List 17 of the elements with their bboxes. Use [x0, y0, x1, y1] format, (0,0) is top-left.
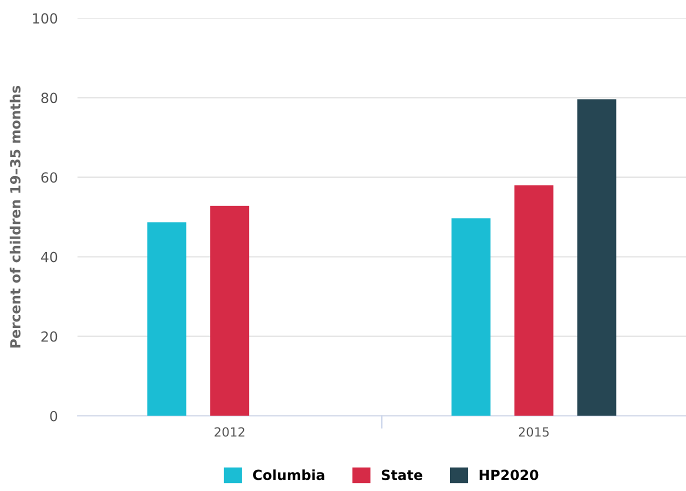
legend-label: Columbia	[253, 469, 324, 480]
x-tick-label: 2012	[214, 427, 244, 437]
legend-label: HP2020	[480, 470, 538, 480]
bar	[577, 99, 616, 416]
y-tick-label: 40	[41, 252, 58, 262]
y-tick-label: 80	[41, 92, 58, 104]
y-tick-label: 60	[41, 172, 58, 183]
bar	[210, 206, 250, 416]
legend-label: State	[382, 470, 422, 480]
y-axis-title: Percent of children 19–35 months	[10, 86, 21, 348]
bar	[147, 222, 186, 416]
bar	[514, 185, 554, 416]
x-tick-label: 2015	[518, 427, 549, 437]
y-tick-label: 20	[41, 331, 58, 342]
y-tick-label: 0	[50, 410, 58, 422]
bar	[452, 218, 490, 416]
y-tick-label: 100	[33, 13, 58, 24]
